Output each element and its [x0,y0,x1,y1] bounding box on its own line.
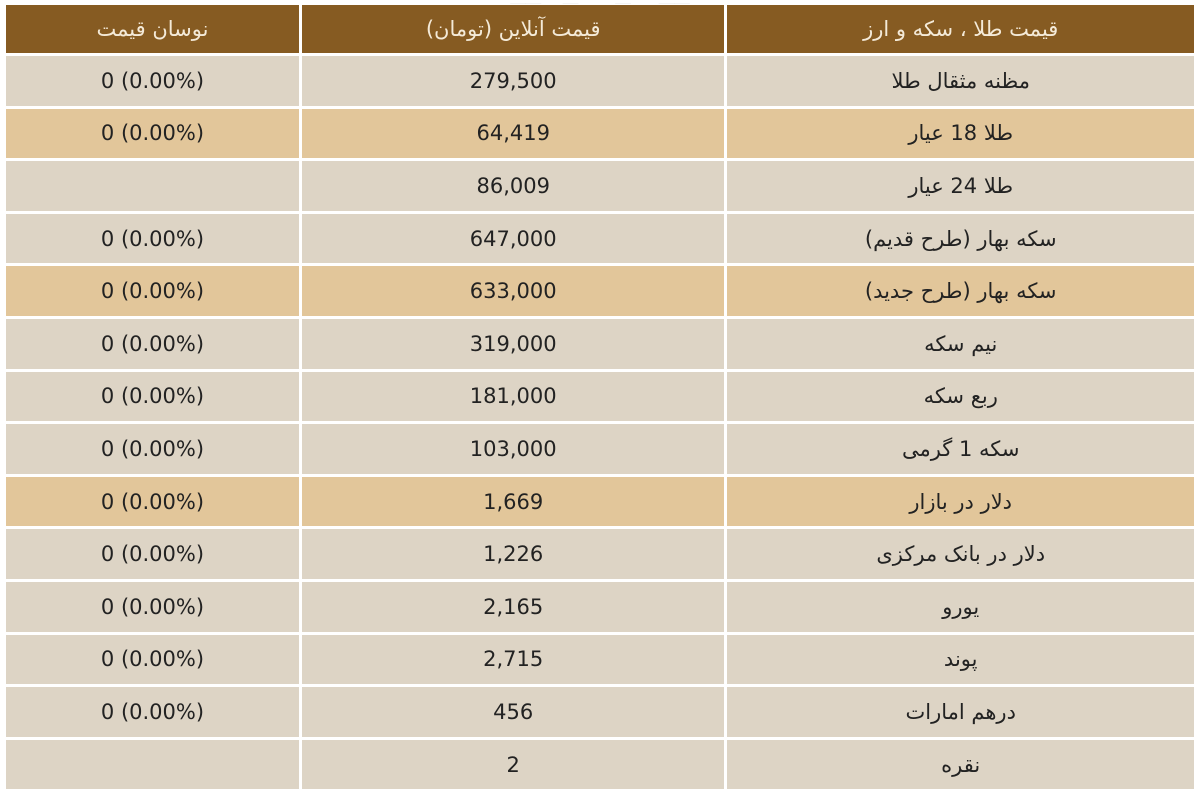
cell-price: 103,000 [302,424,725,474]
table-row: دلار در بازار 1,669 0 (0.00%) [6,476,1194,527]
cell-price: 1,669 [302,476,725,527]
cell-price: 2 [302,739,725,790]
table-row: مظنه مثقال طلا 279,500 0 (0.00%) [6,56,1194,106]
cell-name: ربع سکه [727,371,1194,422]
table-row: سکه 1 گرمی 103,000 0 (0.00%) [6,424,1194,474]
cell-price: 633,000 [302,266,725,316]
table-row: سکه بهار (طرح جدید) 633,000 0 (0.00%) [6,266,1194,316]
cell-name: دلار در بانک مرکزی [727,529,1194,579]
cell-price: 181,000 [302,371,725,422]
table-row: نقره 2 [6,739,1194,790]
cell-change: 0 (0.00%) [6,634,299,685]
cell-change [6,161,299,211]
cell-name: سکه بهار (طرح جدید) [727,266,1194,316]
cell-change: 0 (0.00%) [6,318,299,369]
cell-price: 2,165 [302,581,725,632]
cell-price: 456 [302,687,725,737]
header-change: نوسان قیمت [6,5,299,53]
table-row: یورو 2,165 0 (0.00%) [6,581,1194,632]
cell-name: مظنه مثقال طلا [727,56,1194,106]
table-row: طلا 24 عیار 86,009 [6,161,1194,211]
table-row: ربع سکه 181,000 0 (0.00%) [6,371,1194,422]
table-row: سکه بهار (طرح قدیم) 647,000 0 (0.00%) [6,213,1194,264]
cell-name: دلار در بازار [727,476,1194,527]
cell-change: 0 (0.00%) [6,581,299,632]
price-table: قیمت طلا ، سکه و ارز قیمت آنلاین (تومان)… [3,2,1197,792]
cell-name: پوند [727,634,1194,685]
table-header-row: قیمت طلا ، سکه و ارز قیمت آنلاین (تومان)… [6,5,1194,53]
cell-change: 0 (0.00%) [6,266,299,316]
table-row: طلا 18 عیار 64,419 0 (0.00%) [6,108,1194,159]
table-row: درهم امارات 456 0 (0.00%) [6,687,1194,737]
cell-name: طلا 24 عیار [727,161,1194,211]
cell-name: سکه 1 گرمی [727,424,1194,474]
cell-price: 319,000 [302,318,725,369]
header-price: قیمت آنلاین (تومان) [302,5,725,53]
header-name: قیمت طلا ، سکه و ارز [727,5,1194,53]
cell-name: سکه بهار (طرح قدیم) [727,213,1194,264]
table-row: پوند 2,715 0 (0.00%) [6,634,1194,685]
cell-price: 86,009 [302,161,725,211]
cell-change: 0 (0.00%) [6,424,299,474]
cell-change: 0 (0.00%) [6,213,299,264]
cell-name: نیم سکه [727,318,1194,369]
cell-price: 647,000 [302,213,725,264]
cell-name: طلا 18 عیار [727,108,1194,159]
table-row: دلار در بانک مرکزی 1,226 0 (0.00%) [6,529,1194,579]
cell-price: 1,226 [302,529,725,579]
cell-change [6,739,299,790]
cell-change: 0 (0.00%) [6,476,299,527]
cut-off-title: ▂▂ ▂▂ ▂▂▂ ▂ ▂▂ [0,0,1200,4]
cell-change: 0 (0.00%) [6,371,299,422]
table-row: نیم سکه 319,000 0 (0.00%) [6,318,1194,369]
cell-price: 279,500 [302,56,725,106]
cell-price: 64,419 [302,108,725,159]
cell-change: 0 (0.00%) [6,56,299,106]
cell-name: یورو [727,581,1194,632]
cell-change: 0 (0.00%) [6,108,299,159]
cell-change: 0 (0.00%) [6,687,299,737]
cell-name: درهم امارات [727,687,1194,737]
cell-name: نقره [727,739,1194,790]
cell-price: 2,715 [302,634,725,685]
cell-change: 0 (0.00%) [6,529,299,579]
